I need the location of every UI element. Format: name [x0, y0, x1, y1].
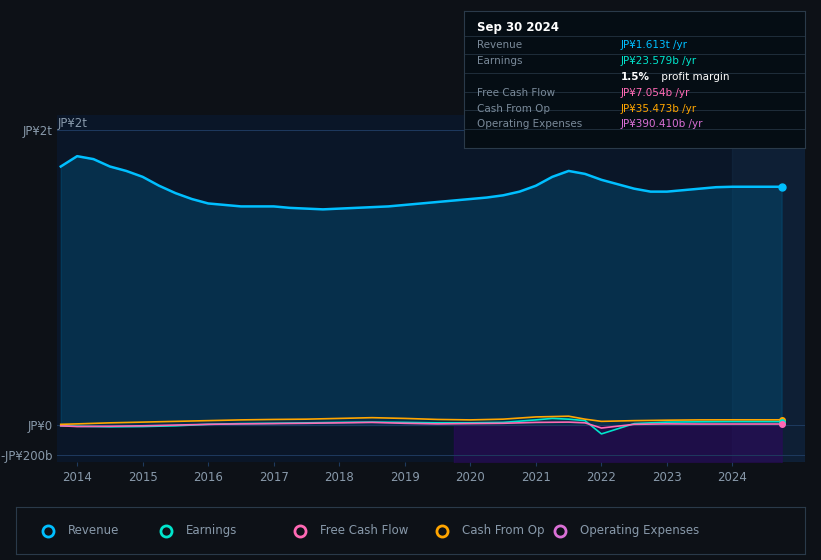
Text: JP¥35.473b /yr: JP¥35.473b /yr [621, 104, 697, 114]
Text: Cash From Op: Cash From Op [461, 524, 544, 537]
Text: Cash From Op: Cash From Op [478, 104, 551, 114]
Text: JP¥1.613t /yr: JP¥1.613t /yr [621, 40, 688, 50]
Text: 1.5%: 1.5% [621, 72, 649, 82]
Text: Free Cash Flow: Free Cash Flow [478, 88, 556, 98]
Text: Operating Expenses: Operating Expenses [580, 524, 699, 537]
Text: JP¥2t: JP¥2t [57, 116, 88, 129]
Text: Earnings: Earnings [478, 56, 523, 66]
Text: JP¥7.054b /yr: JP¥7.054b /yr [621, 88, 690, 98]
Bar [732, 115, 805, 462]
Text: JP¥23.579b /yr: JP¥23.579b /yr [621, 56, 697, 66]
Text: Revenue: Revenue [67, 524, 119, 537]
Text: JP¥390.410b /yr: JP¥390.410b /yr [621, 119, 703, 129]
Text: Revenue: Revenue [478, 40, 523, 50]
Text: Earnings: Earnings [186, 524, 237, 537]
Text: profit margin: profit margin [658, 72, 730, 82]
Text: Free Cash Flow: Free Cash Flow [320, 524, 408, 537]
Text: Sep 30 2024: Sep 30 2024 [478, 21, 559, 34]
Text: Operating Expenses: Operating Expenses [478, 119, 583, 129]
